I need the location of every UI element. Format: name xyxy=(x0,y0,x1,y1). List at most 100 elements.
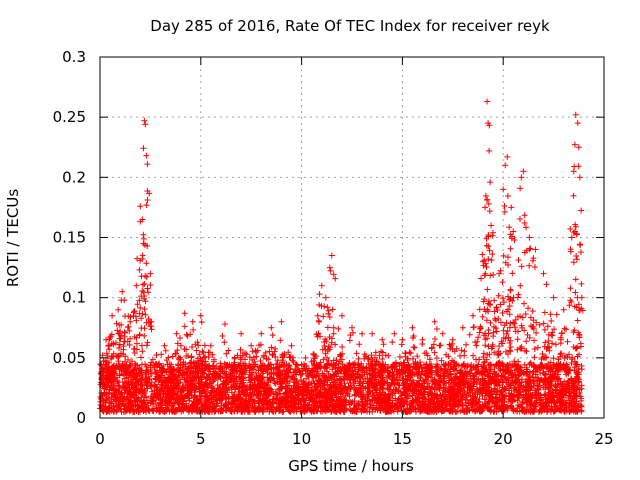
data-point xyxy=(534,382,541,389)
data-point xyxy=(544,323,551,330)
data-point xyxy=(483,317,490,324)
data-point xyxy=(473,342,480,349)
data-point xyxy=(306,379,313,386)
data-point xyxy=(494,383,501,390)
data-point xyxy=(192,393,199,400)
data-point xyxy=(427,374,434,381)
data-point xyxy=(556,375,563,382)
data-point xyxy=(552,341,559,348)
data-point xyxy=(531,346,538,353)
data-point xyxy=(121,375,128,382)
data-point xyxy=(324,368,331,375)
data-point xyxy=(473,370,480,377)
data-point xyxy=(499,367,506,374)
data-point xyxy=(575,365,582,372)
data-point xyxy=(298,361,305,368)
data-point xyxy=(141,400,148,407)
data-point xyxy=(236,383,243,390)
data-point xyxy=(480,350,487,357)
data-point xyxy=(123,372,130,379)
data-point xyxy=(187,387,194,394)
data-point xyxy=(470,376,477,383)
data-point xyxy=(496,387,503,394)
data-point xyxy=(475,367,482,374)
data-point xyxy=(462,399,469,406)
data-point xyxy=(138,394,145,401)
data-point xyxy=(483,389,490,396)
data-point xyxy=(189,343,196,350)
data-point xyxy=(256,398,263,405)
data-point xyxy=(261,362,268,369)
data-point xyxy=(542,392,549,399)
data-point xyxy=(406,383,413,390)
data-point xyxy=(179,385,186,392)
data-point xyxy=(452,370,459,377)
data-point xyxy=(550,362,557,369)
data-point xyxy=(493,328,500,335)
data-point xyxy=(518,364,525,371)
data-point xyxy=(206,392,213,399)
data-point xyxy=(323,361,330,368)
data-point xyxy=(272,345,279,352)
data-point xyxy=(565,395,572,402)
data-point xyxy=(244,383,251,390)
data-point xyxy=(523,364,530,371)
data-point xyxy=(137,354,144,361)
data-point xyxy=(521,300,528,307)
data-point xyxy=(135,395,142,402)
data-point xyxy=(100,385,107,392)
data-point xyxy=(420,380,427,387)
data-point xyxy=(506,311,513,318)
data-point xyxy=(446,375,453,382)
data-point xyxy=(476,329,483,336)
data-point xyxy=(531,363,538,370)
data-point xyxy=(540,365,547,372)
data-point xyxy=(158,384,165,391)
data-point xyxy=(508,371,515,378)
data-point xyxy=(487,390,494,397)
data-point xyxy=(341,380,348,387)
data-point xyxy=(472,391,479,398)
data-point xyxy=(396,362,403,369)
grid-lines xyxy=(100,57,604,418)
data-point xyxy=(522,311,529,318)
data-point xyxy=(387,381,394,388)
data-point xyxy=(379,349,386,356)
data-point xyxy=(372,349,379,356)
data-point xyxy=(550,355,557,362)
data-point xyxy=(155,361,162,368)
data-point xyxy=(245,374,252,381)
data-point xyxy=(508,397,515,404)
data-point xyxy=(530,368,537,375)
data-point xyxy=(519,376,526,383)
data-point xyxy=(367,401,374,408)
data-point xyxy=(482,342,489,349)
data-point xyxy=(368,352,375,359)
data-point xyxy=(507,402,514,409)
data-point xyxy=(355,355,362,362)
data-point xyxy=(552,403,559,410)
data-point xyxy=(140,399,147,406)
data-point xyxy=(193,347,200,354)
data-point xyxy=(463,371,470,378)
data-point xyxy=(148,370,155,377)
data-point xyxy=(298,376,305,383)
data-point xyxy=(517,364,524,371)
data-points xyxy=(97,98,586,415)
data-point xyxy=(125,393,132,400)
data-point xyxy=(564,338,571,345)
data-point xyxy=(119,379,126,386)
data-point xyxy=(491,315,498,322)
data-point xyxy=(321,380,328,387)
data-point xyxy=(332,361,339,368)
data-point xyxy=(406,349,413,356)
data-point xyxy=(429,384,436,391)
data-point xyxy=(167,370,174,377)
data-point xyxy=(514,336,521,343)
data-point xyxy=(233,377,240,384)
data-point xyxy=(481,375,488,382)
data-point xyxy=(199,367,206,374)
data-point xyxy=(196,351,203,358)
data-point xyxy=(507,344,514,351)
